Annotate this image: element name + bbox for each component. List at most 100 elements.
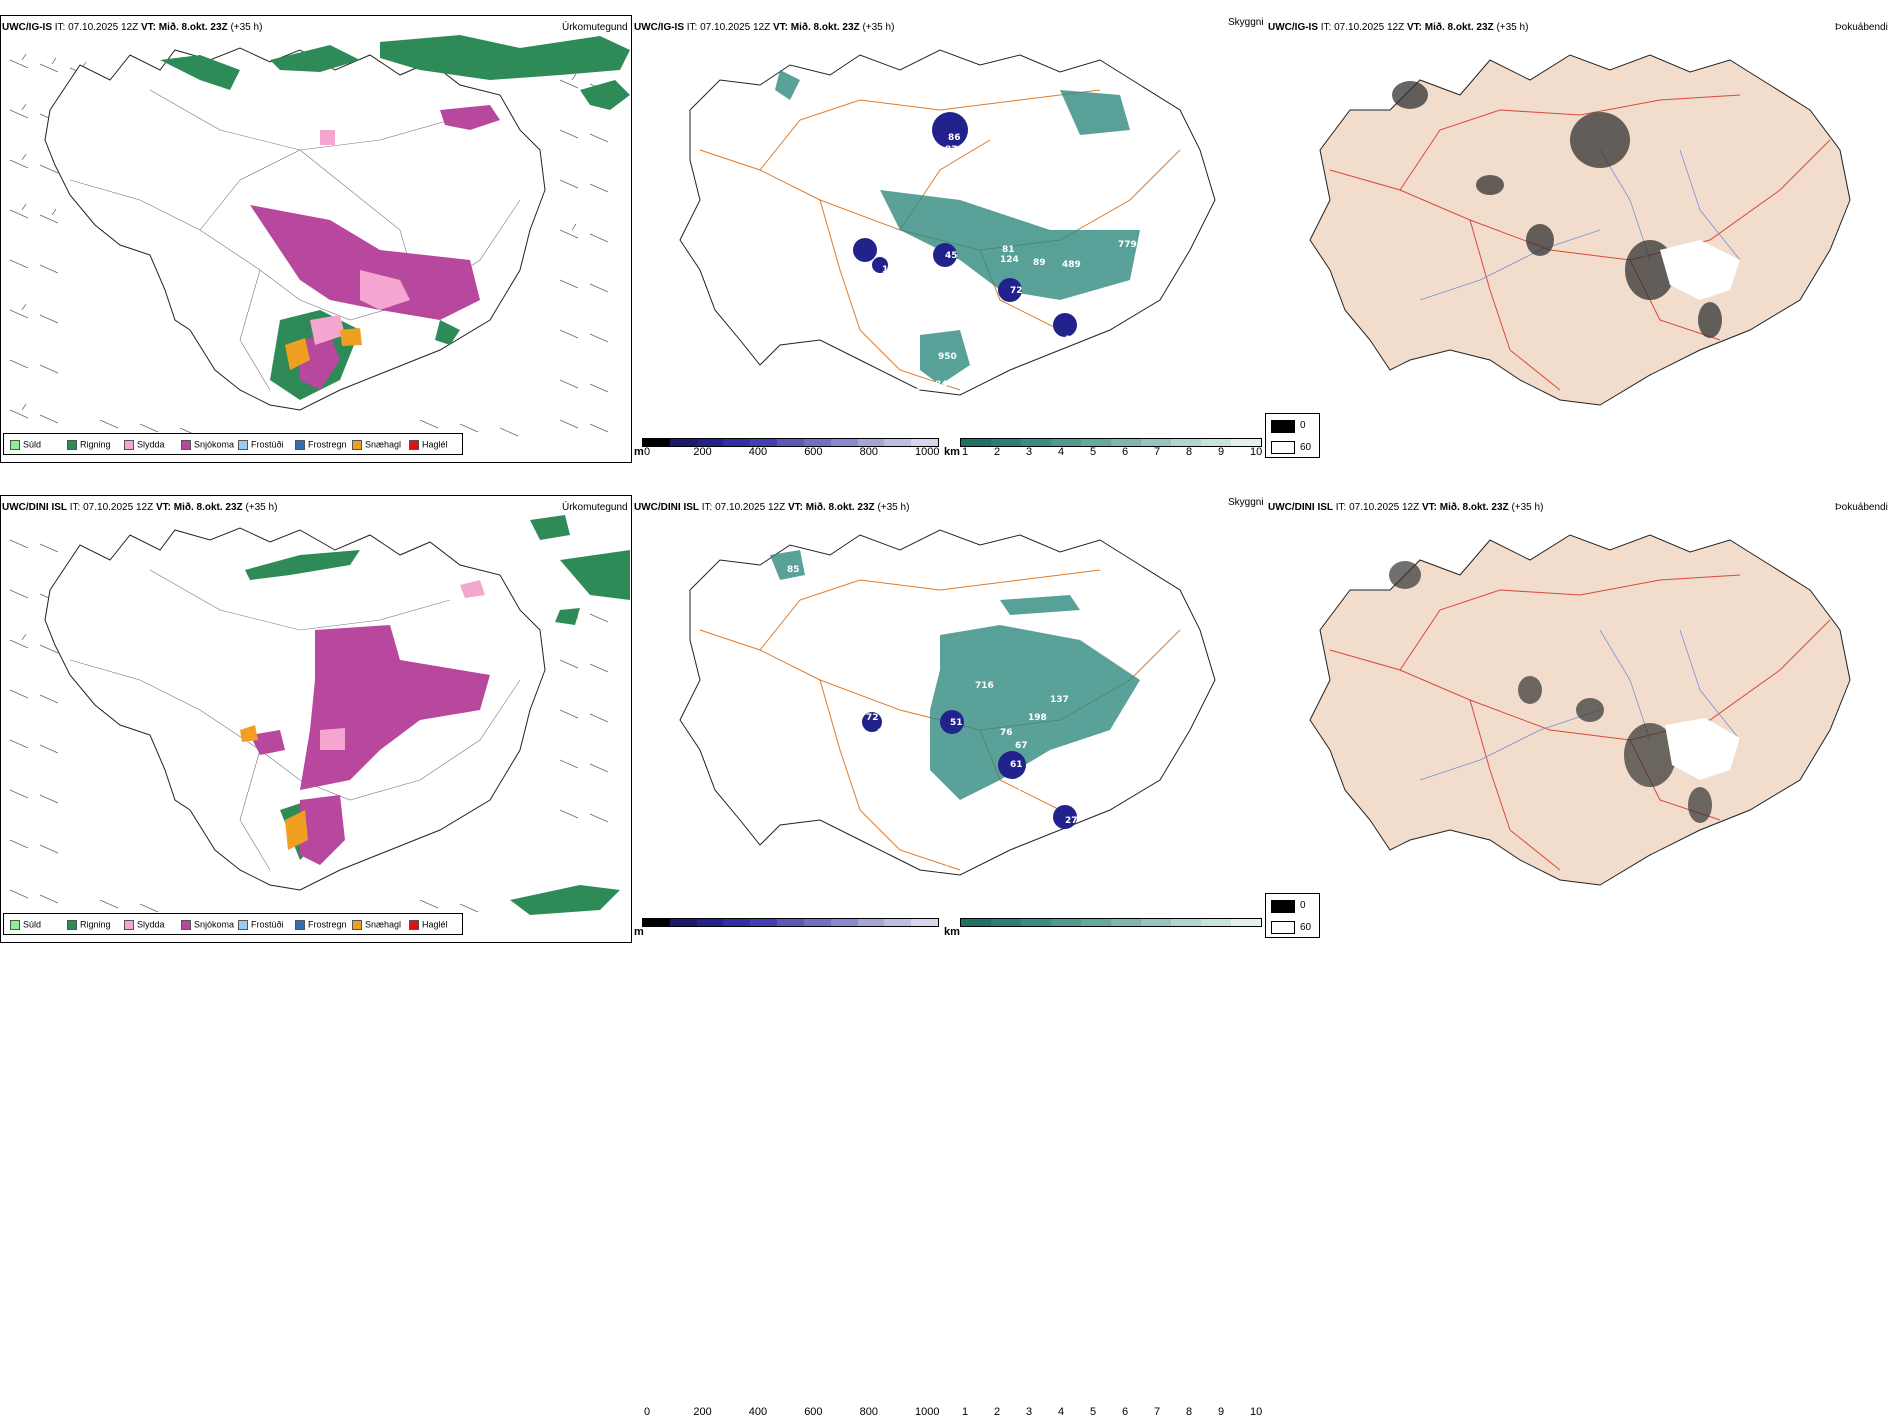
precip-panel-frame-1: [0, 15, 632, 463]
vis-bar-unit-2: km: [944, 926, 960, 938]
height-value-label: 489: [1062, 260, 1081, 270]
colorbar-segment: [1021, 919, 1051, 926]
it-value: 07.10.2025 12Z: [715, 502, 786, 513]
colorbar-segment: [669, 439, 697, 446]
colorbar-segment: [750, 919, 778, 926]
vis-tick-label: 4: [1058, 446, 1065, 458]
height-value-label: 45: [945, 251, 958, 261]
legend-label: Snæhagl: [365, 919, 402, 930]
vis-tick-label: 2: [994, 1406, 1001, 1418]
height-value-label: 27: [1065, 335, 1078, 345]
colorbar-segment: [1201, 439, 1231, 446]
clear-area: [1660, 240, 1740, 300]
vt-label: VT: Mið. 8.okt. 23Z: [1421, 502, 1509, 513]
clear-area: [1665, 718, 1740, 780]
colorbar-segment: [884, 439, 912, 446]
model-name: UWC/IG-IS: [1268, 22, 1318, 33]
colorbar-segment: [1051, 439, 1081, 446]
colorbar-segment: [1231, 439, 1261, 446]
sleet-areas: [320, 580, 485, 750]
vis-tick-label: 7: [1154, 1406, 1161, 1418]
height-value-label: 238: [1018, 783, 1037, 793]
precip-panel-title-2: UWC/DINI ISL IT: 07.10.2025 12Z VT: Mið.…: [2, 502, 277, 514]
lead-time: (+35 h): [245, 502, 278, 513]
vis-tick-label: 5: [1090, 446, 1097, 458]
legend-label: Frostregn: [308, 919, 347, 930]
height-value-label: 85: [787, 565, 800, 575]
colorbar-segment: [857, 919, 885, 926]
fog-panel-label-1: Þokuábendi: [1835, 22, 1888, 33]
vis-tick-label: 5: [1090, 1406, 1097, 1418]
legend-swatch: [409, 919, 419, 930]
height-value-label: 86: [936, 865, 949, 875]
height-colorbar-1: [642, 438, 939, 447]
fog-panel-label-2: Þokuábendi: [1835, 502, 1888, 513]
colorbar-segment: [777, 439, 804, 446]
fog-swatch-white: [1271, 921, 1295, 934]
model-name: UWC/DINI ISL: [1268, 502, 1333, 513]
row-1: UWC/IG-IS IT: 07.10.2025 12Z VT: Mið. 8.…: [0, 0, 1900, 470]
lead-time: (+35 h): [862, 22, 895, 33]
vis-tick-label: 3: [1026, 1406, 1033, 1418]
model-name: UWC/DINI ISL: [634, 502, 699, 513]
vis-tick-label: 7: [1154, 446, 1161, 458]
legend-label: Haglél: [422, 439, 448, 450]
legend-swatch: [295, 439, 305, 450]
fog-label-60: 60: [1300, 922, 1312, 933]
vis-tick-label: 1: [962, 446, 969, 458]
iceland-land: [1309, 54, 1851, 406]
colorbar-segment: [1171, 439, 1201, 446]
fog-swatch-black: [1271, 900, 1295, 913]
colorbar-segment: [1231, 919, 1261, 926]
ceiling-panel-label-1: Skyggni: [1228, 17, 1264, 28]
vt-label: VT: Mið. 8.okt. 23Z: [155, 502, 243, 513]
fog-legend-2: 0 60: [1265, 893, 1320, 938]
it-value: 07.10.2025 12Z: [83, 502, 154, 513]
height-value-label: 637: [1113, 721, 1132, 731]
height-value-label: 27: [1065, 816, 1078, 826]
height-value-labels: 86 87 81 135 45 124 89 489 779 72 27 950 84 5: [882, 133, 1137, 398]
legend-label: Snjókoma: [194, 919, 235, 930]
ceiling-panel-title-2: UWC/DINI ISL IT: 07.10.2025 12Z VT: Mið.…: [634, 502, 909, 514]
height-value-label: 67: [1015, 741, 1028, 751]
legend-item-snæhagl: Snæhagl: [352, 439, 401, 450]
ceiling-panel-title-1: UWC/IG-IS IT: 07.10.2025 12Z VT: Mið. 8.…: [634, 22, 894, 34]
vis-tick-label: 6: [1122, 1406, 1129, 1418]
fog-patches: [1389, 561, 1712, 823]
height-value-label: 72: [866, 713, 879, 723]
vis-tick-label: 9: [1218, 446, 1225, 458]
vis-tick-label: 8: [1186, 446, 1193, 458]
lead-time: (+35 h): [1511, 502, 1544, 513]
colorbar-segment: [777, 919, 804, 926]
legend-label: Súld: [23, 919, 42, 930]
vis-colorbar-2: [960, 918, 1262, 927]
legend-label: Snæhagl: [365, 439, 402, 450]
height-tick-label: 600: [804, 1406, 823, 1418]
legend-swatch: [409, 439, 419, 450]
colorbar-segment: [1141, 439, 1171, 446]
colorbar-segment: [723, 919, 751, 926]
it-value: 07.10.2025 12Z: [700, 22, 771, 33]
height-value-label: 716: [975, 681, 994, 691]
vt-label: VT: Mið. 8.okt. 23Z: [1406, 22, 1494, 33]
colorbar-segment: [803, 919, 831, 926]
legend-swatch: [10, 439, 20, 450]
fog-panel-title-1: UWC/IG-IS IT: 07.10.2025 12Z VT: Mið. 8.…: [1268, 22, 1528, 34]
legend-item-frostregn: Frostregn: [295, 919, 347, 930]
model-name: UWC/IG-IS: [2, 22, 52, 33]
fog-swatch-black: [1271, 420, 1295, 433]
snowpellet-areas: [285, 328, 362, 370]
height-bar-unit-2: m: [634, 926, 644, 938]
low-visibility-areas: [770, 550, 1140, 800]
legend-swatch: [238, 919, 248, 930]
legend-item-haglél: Haglél: [409, 919, 448, 930]
height-tick-label: 400: [748, 1406, 768, 1418]
legend-swatch: [67, 919, 77, 930]
fog-swatch-white: [1271, 441, 1295, 454]
legend-item-rigning: Rigning: [67, 919, 111, 930]
iceland-coastline: [44, 527, 546, 891]
road-network: [69, 569, 521, 871]
vt-label: VT: Mið. 8.okt. 23Z: [772, 22, 860, 33]
colorbar-segment: [1111, 919, 1141, 926]
